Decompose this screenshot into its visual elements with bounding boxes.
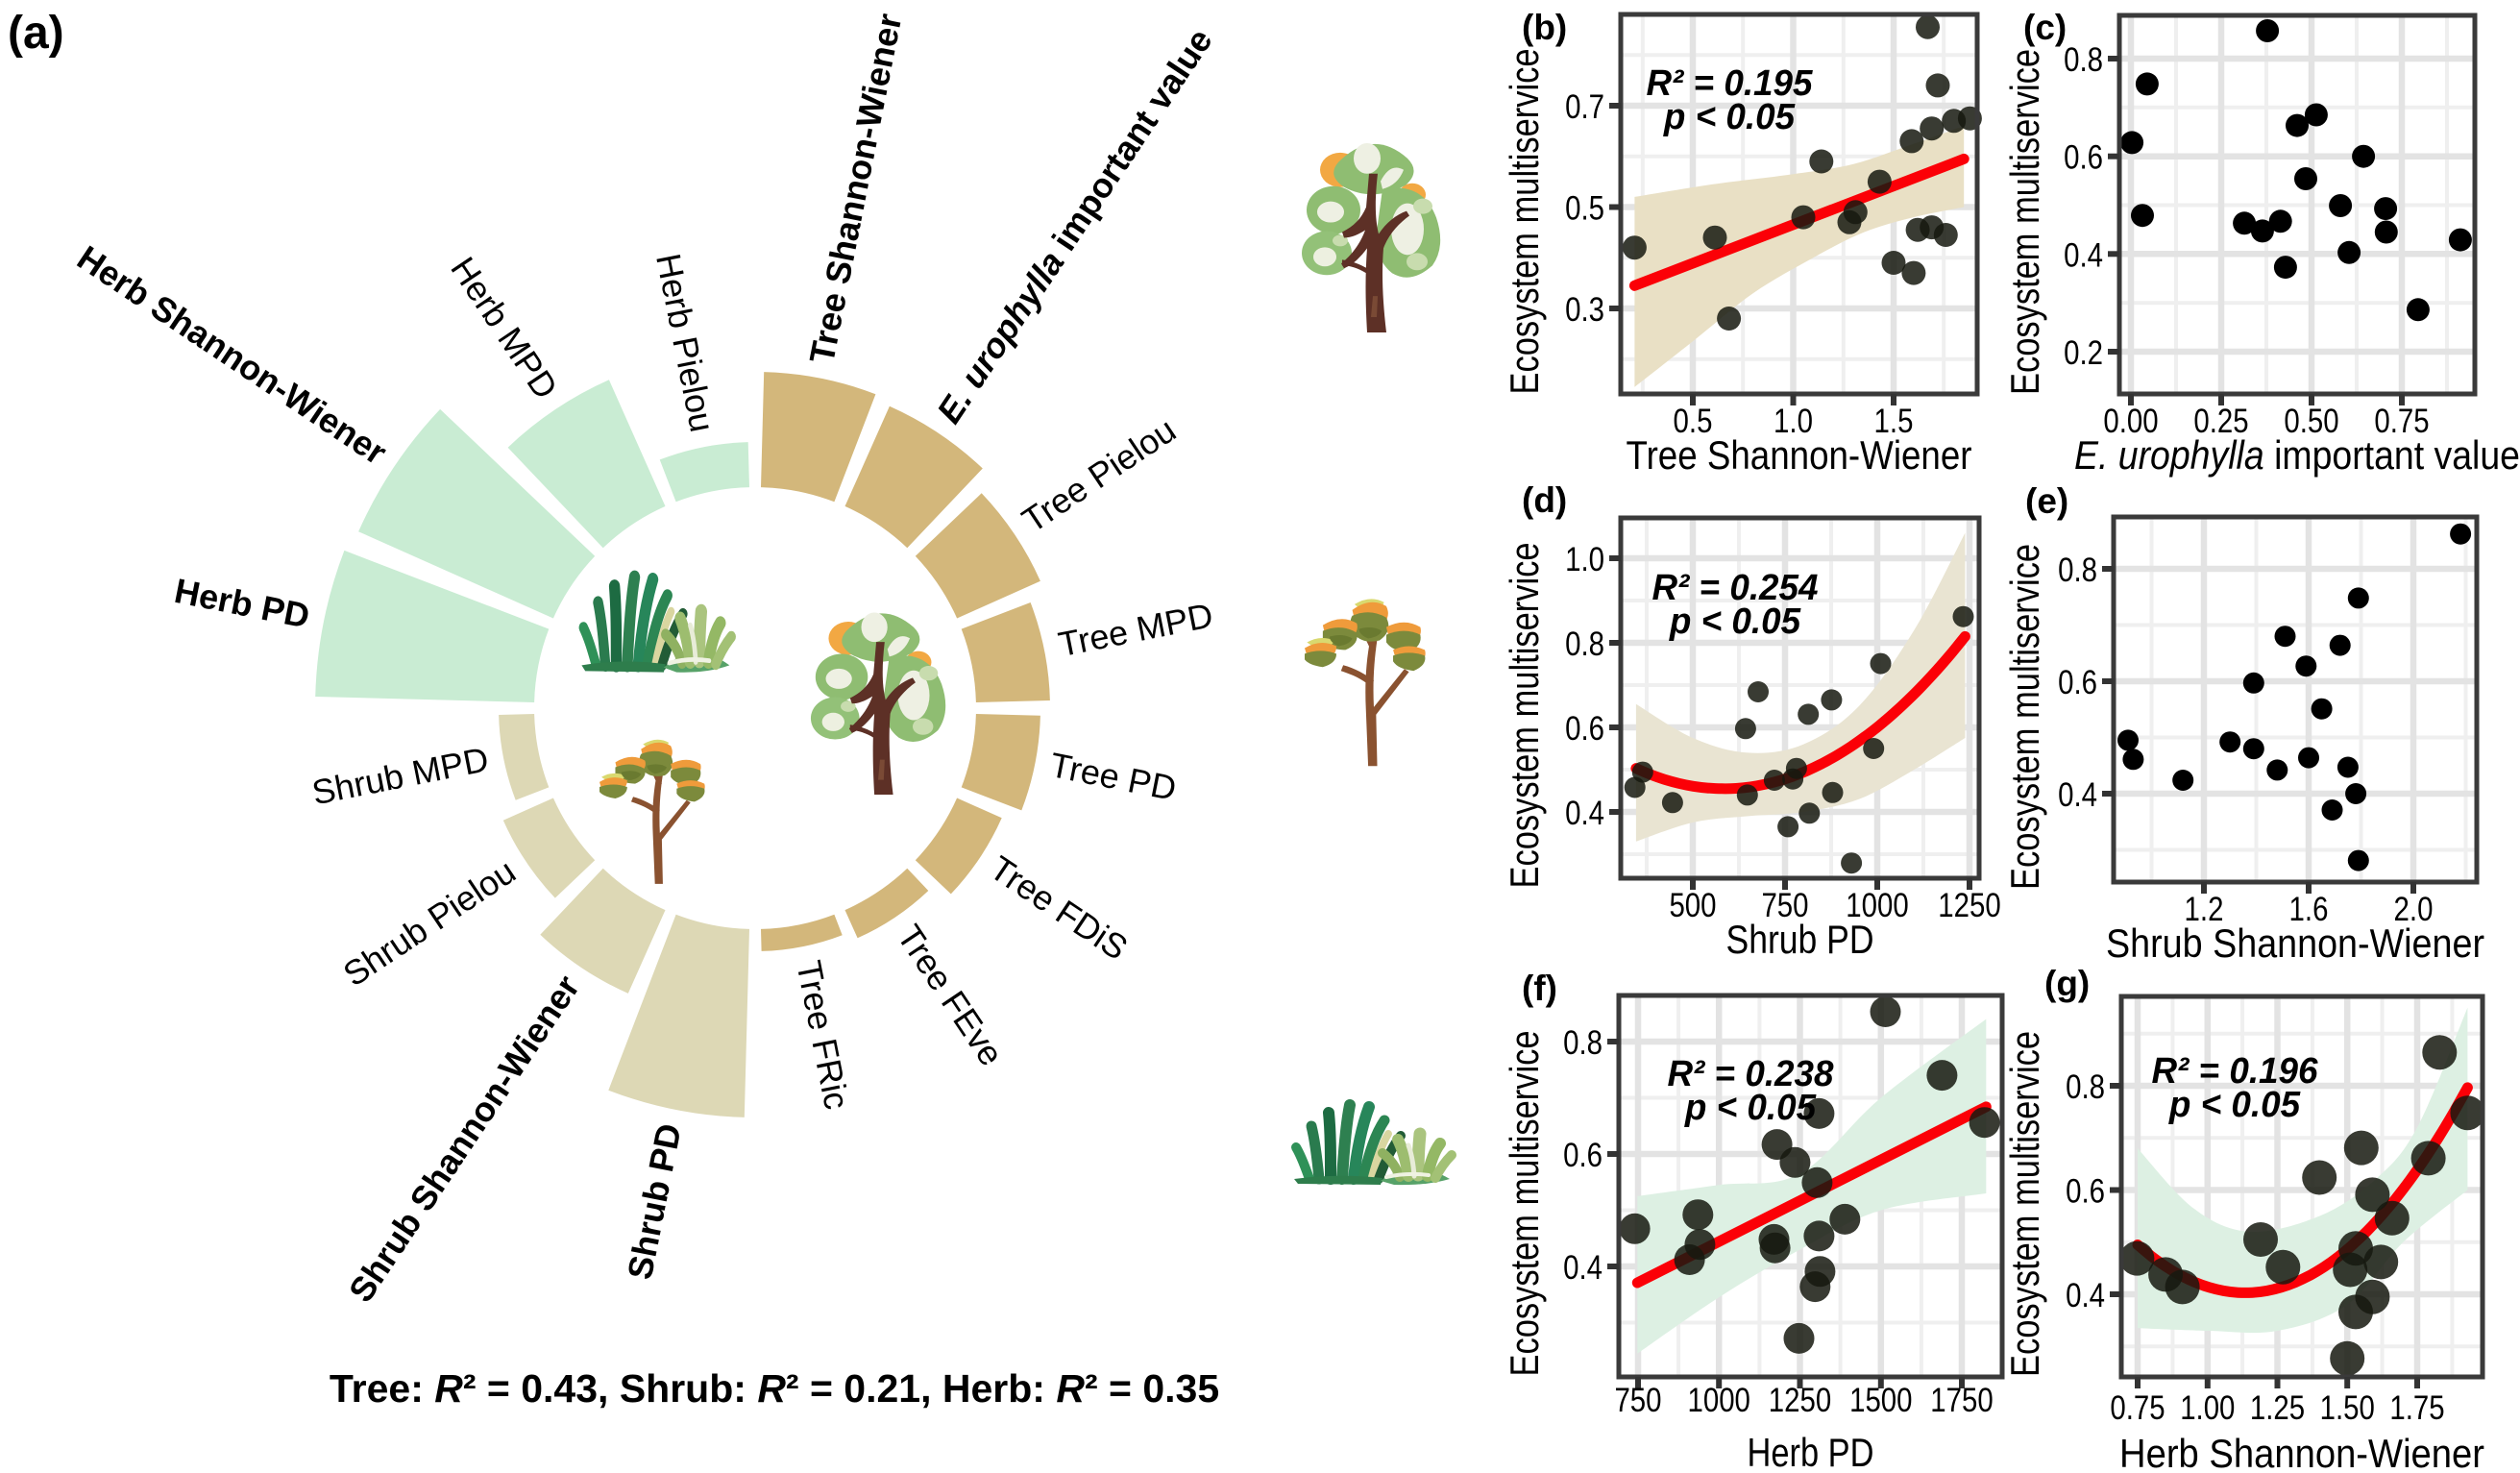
svg-text:1500: 1500 [1849, 1382, 1912, 1419]
svg-text:p < 0.05: p < 0.05 [1684, 1088, 1817, 1128]
svg-text:0.5: 0.5 [1565, 190, 1604, 228]
svg-text:R² = 0.196: R² = 0.196 [2151, 1051, 2318, 1092]
svg-text:750: 750 [1761, 887, 1808, 924]
svg-text:0.4: 0.4 [1563, 1249, 1603, 1287]
svg-text:1.50: 1.50 [2320, 1389, 2375, 1427]
svg-text:500: 500 [1669, 887, 1716, 924]
svg-text:1.6: 1.6 [2289, 891, 2329, 928]
svg-text:Ecosystem multiservice: Ecosystem multiservice [2002, 1031, 2047, 1377]
svg-text:0.8: 0.8 [1565, 626, 1604, 663]
svg-text:Ecosystem multiservice: Ecosystem multiservice [1502, 1031, 1547, 1377]
svg-text:Shrub PD: Shrub PD [1726, 917, 1874, 962]
svg-text:E. urophylla important value: E. urophylla important value [2074, 432, 2520, 478]
svg-text:0.2: 0.2 [2064, 334, 2103, 372]
svg-text:0.6: 0.6 [1563, 1137, 1603, 1174]
svg-text:0.50: 0.50 [2284, 403, 2338, 440]
svg-text:1250: 1250 [1938, 887, 2000, 924]
svg-text:R² = 0.254: R² = 0.254 [1651, 568, 1818, 608]
svg-text:1000: 1000 [1846, 887, 1908, 924]
svg-text:(b): (b) [1522, 8, 1567, 47]
svg-text:Herb PD: Herb PD [1748, 1430, 1874, 1473]
svg-text:(c): (c) [2023, 8, 2067, 47]
svg-text:1.5: 1.5 [1874, 403, 1914, 440]
svg-text:0.8: 0.8 [1563, 1024, 1603, 1062]
svg-text:0.00: 0.00 [2103, 403, 2158, 440]
svg-text:0.8: 0.8 [2064, 41, 2103, 79]
svg-text:1.00: 1.00 [2180, 1389, 2235, 1427]
svg-text:0.4: 0.4 [2058, 776, 2097, 814]
svg-text:1.0: 1.0 [1774, 403, 1813, 440]
svg-text:Shrub Shannon-Wiener: Shrub Shannon-Wiener [2106, 921, 2484, 966]
svg-text:0.8: 0.8 [2058, 552, 2097, 589]
svg-text:p < 0.05: p < 0.05 [1663, 97, 1796, 137]
svg-text:p < 0.05: p < 0.05 [1669, 601, 1801, 642]
svg-text:0.4: 0.4 [2066, 1277, 2105, 1314]
svg-text:Tree: R² = 0.43, Shrub: R² = 0: Tree: R² = 0.43, Shrub: R² = 0.21, Herb:… [330, 1366, 1219, 1411]
svg-text:0.6: 0.6 [2058, 664, 2097, 701]
svg-text:1750: 1750 [1930, 1382, 1993, 1419]
svg-text:(g): (g) [2044, 964, 2090, 1003]
svg-text:Herb Shannon-Wiener: Herb Shannon-Wiener [2119, 1431, 2484, 1473]
svg-text:Ecosystem multiservice: Ecosystem multiservice [2002, 544, 2047, 890]
svg-text:R² = 0.238: R² = 0.238 [1667, 1054, 1834, 1094]
svg-text:0.25: 0.25 [2193, 403, 2248, 440]
svg-text:(e): (e) [2025, 481, 2068, 521]
svg-text:0.6: 0.6 [2066, 1173, 2105, 1211]
svg-text:0.7: 0.7 [1565, 88, 1604, 126]
svg-text:1.75: 1.75 [2389, 1389, 2444, 1427]
svg-text:Ecosystem multiservice: Ecosystem multiservice [1502, 543, 1547, 889]
svg-text:0.4: 0.4 [2064, 236, 2103, 274]
svg-text:0.8: 0.8 [2066, 1068, 2105, 1106]
svg-text:(d): (d) [1522, 480, 1567, 520]
svg-text:0.75: 0.75 [2374, 403, 2429, 440]
svg-text:0.3: 0.3 [1565, 291, 1604, 329]
svg-text:0.6: 0.6 [2064, 139, 2103, 177]
svg-text:1.0: 1.0 [1565, 541, 1604, 578]
svg-text:750: 750 [1614, 1382, 1661, 1419]
svg-text:0.6: 0.6 [1565, 710, 1604, 748]
svg-text:p < 0.05: p < 0.05 [2168, 1085, 2301, 1125]
svg-text:Ecosystem multiservice: Ecosystem multiservice [2002, 49, 2047, 395]
svg-text:0.75: 0.75 [2110, 1389, 2165, 1427]
svg-text:(a): (a) [8, 8, 64, 59]
svg-text:0.5: 0.5 [1674, 403, 1713, 440]
svg-text:1250: 1250 [1769, 1382, 1831, 1419]
svg-text:0.4: 0.4 [1565, 795, 1604, 832]
svg-text:2.0: 2.0 [2394, 891, 2434, 928]
svg-text:(f): (f) [1522, 969, 1557, 1008]
svg-text:1.25: 1.25 [2250, 1389, 2305, 1427]
svg-text:R² = 0.195: R² = 0.195 [1646, 63, 1813, 104]
svg-text:1000: 1000 [1688, 1382, 1750, 1419]
svg-text:Ecosystem multiservice: Ecosystem multiservice [1502, 49, 1547, 395]
svg-text:1.2: 1.2 [2185, 891, 2224, 928]
svg-text:Tree Shannon-Wiener: Tree Shannon-Wiener [1627, 432, 1972, 478]
